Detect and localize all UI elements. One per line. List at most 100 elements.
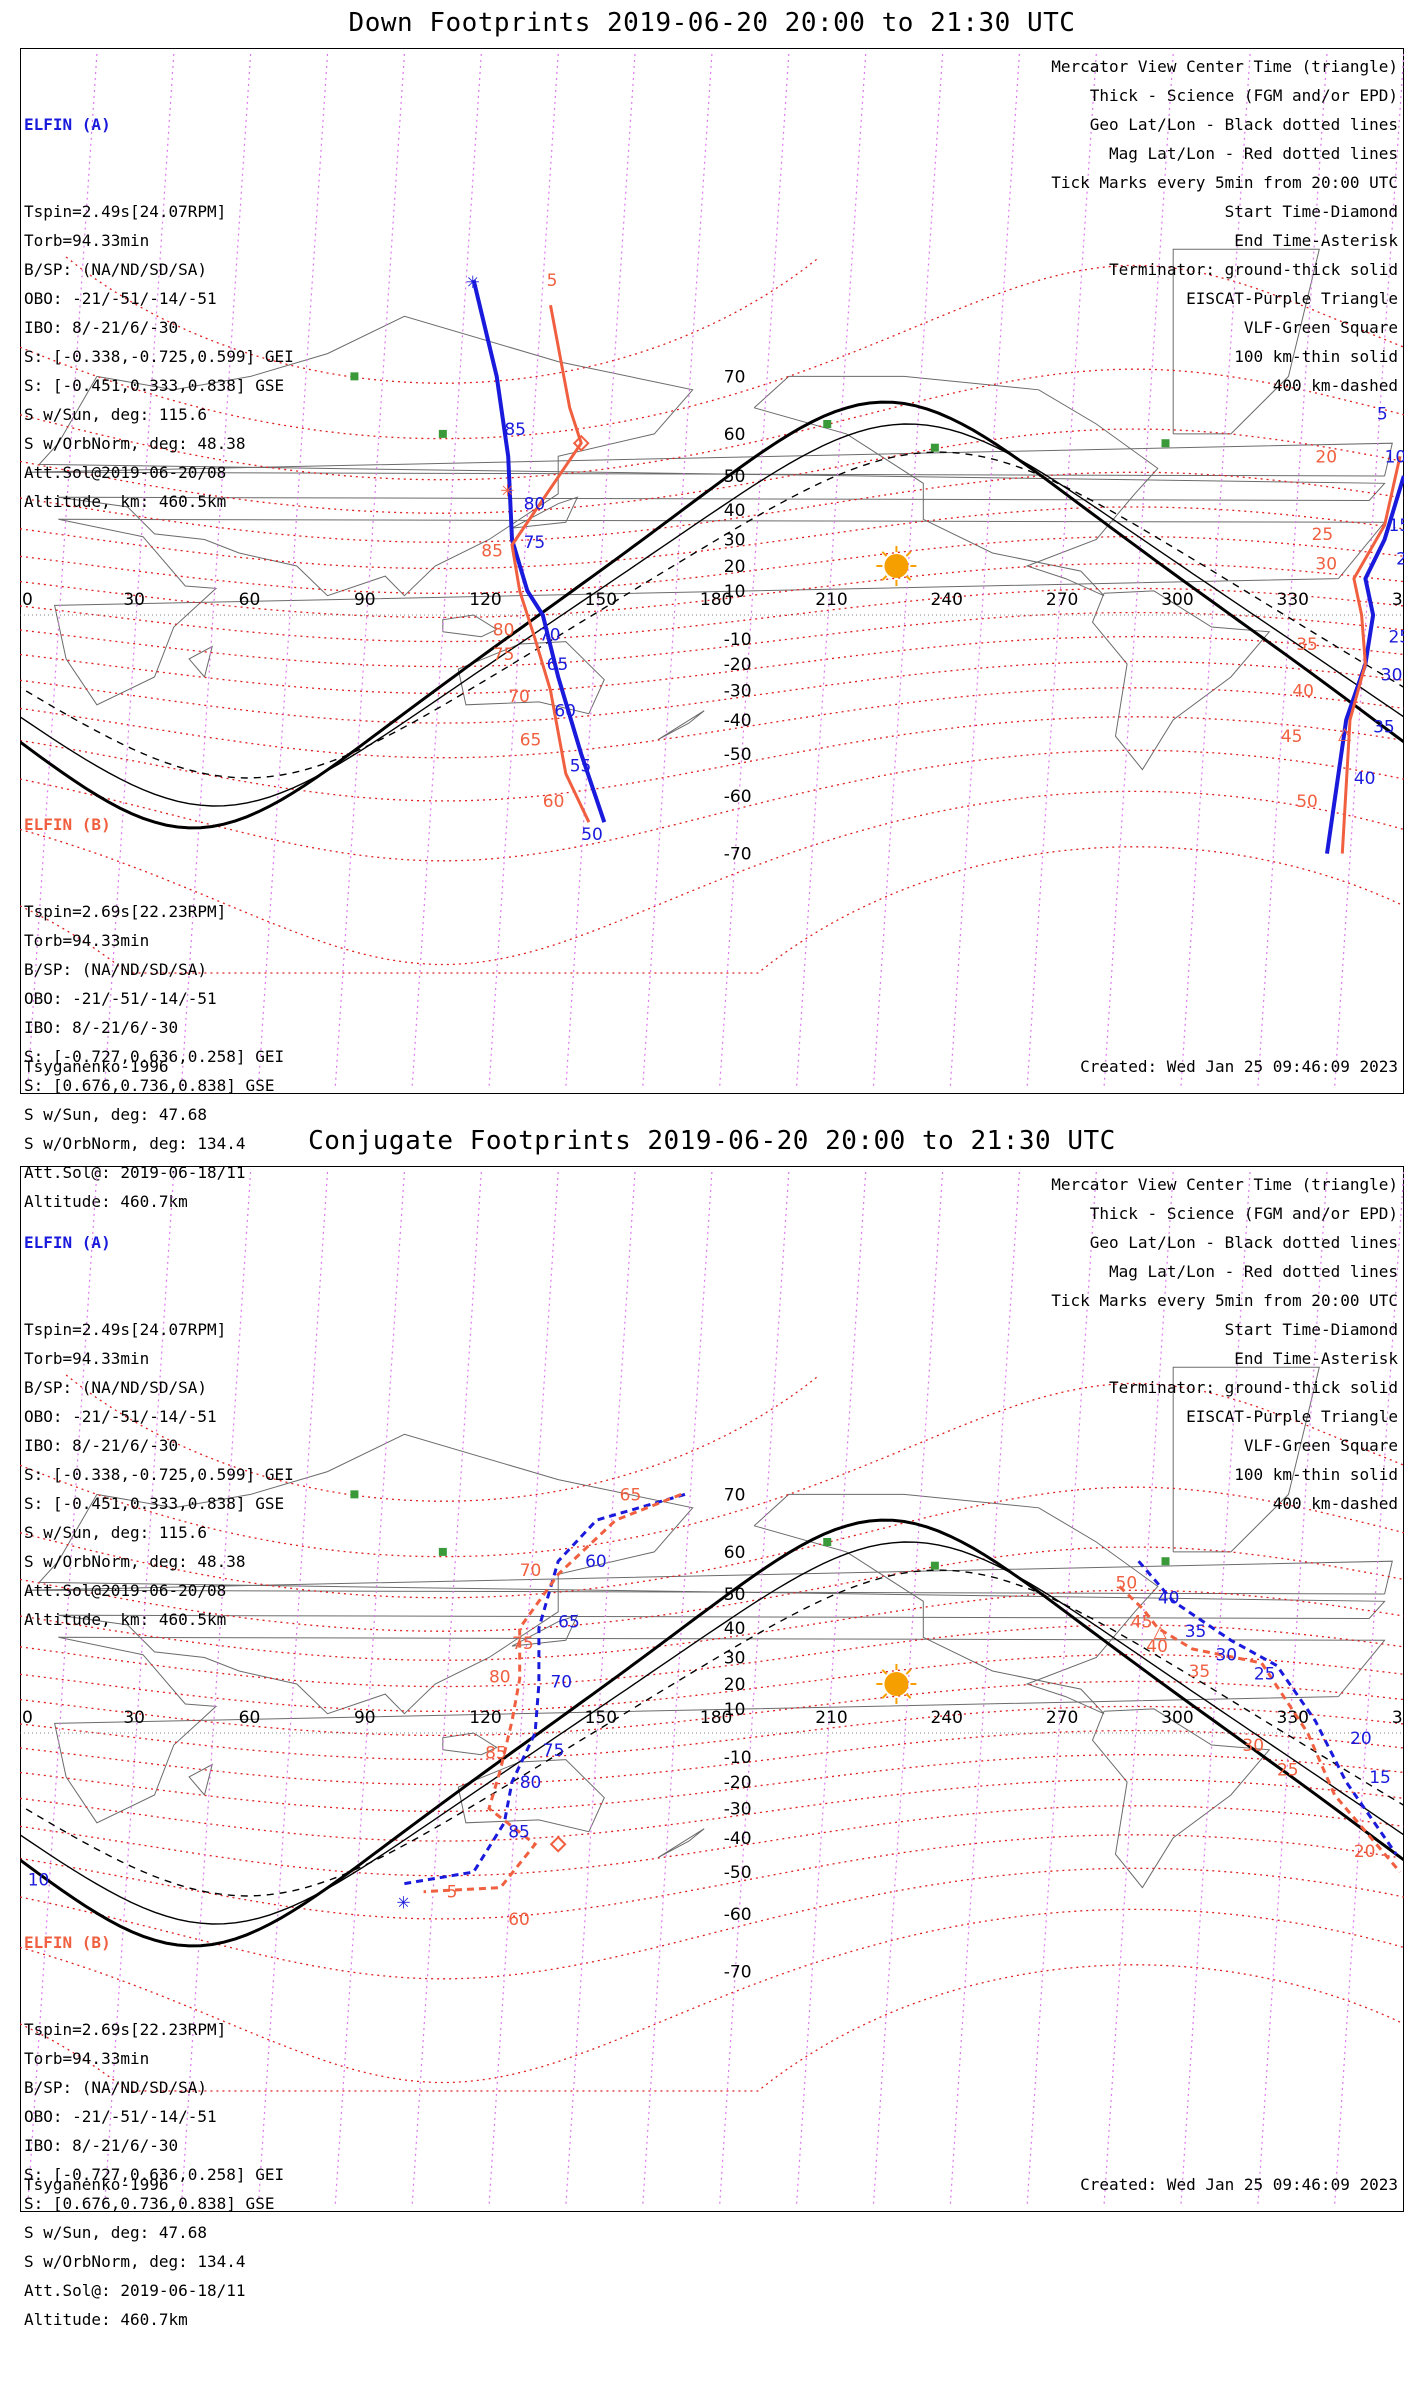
mag-lat-line (20, 636, 1404, 694)
legend-line: End Time-Asterisk (1234, 231, 1398, 250)
elfin-a-tick-label: 60 (585, 1552, 607, 1572)
lon-tick-label: 240 (931, 1708, 963, 1728)
terminator-400km (20, 451, 1404, 779)
legend-line: EISCAT-Purple Triangle (1186, 1407, 1398, 1426)
elfin-a-tick-label: 85 (508, 1823, 530, 1843)
mag-lon-line (949, 1171, 1020, 2207)
terminator-ground (20, 400, 1404, 830)
lat-tick-label: -40 (724, 711, 752, 731)
elfin-b-lines-line: S: [-0.727,0.636,0.258] GEI (24, 1047, 285, 1066)
coastline (457, 641, 605, 715)
elfin-a-lines-line: IBO: 8/-21/6/-30 (24, 1436, 179, 1455)
coastline (1172, 1366, 1320, 1553)
elfin-b-lines-line: IBO: 8/-21/6/-30 (24, 2136, 179, 2155)
coastline (511, 496, 579, 529)
mag-lon-line (411, 1171, 482, 2207)
elfin-b-tick-label: 75 (493, 645, 515, 665)
lat-tick-label: 30 (724, 1648, 746, 1668)
legend-line: End Time-Asterisk (1234, 1349, 1398, 1368)
lat-tick-label: -70 (724, 845, 752, 865)
lon-tick-label: 360 (1392, 590, 1404, 610)
legend-line: 400 km-dashed (1272, 376, 1398, 395)
elfin-a-lines-line: S: [-0.451,0.333,0.838] GSE (24, 376, 285, 395)
mag-lon-line (795, 53, 867, 1089)
elfin-b-info: ELFIN (B) Tspin=2.69s[22.23RPM] Torb=94.3… (24, 752, 284, 1274)
lat-tick-label: 20 (724, 1675, 746, 1695)
legend-line: 100 km-thin solid (1234, 347, 1398, 366)
mag-lat-line (20, 1729, 1404, 1786)
lat-tick-label: 70 (724, 1485, 746, 1505)
elfin-a-title: ELFIN (A) (24, 1233, 111, 1252)
coastline (442, 614, 498, 638)
center-triangle-icon: △ (1338, 724, 1352, 744)
legend-line: Tick Marks every 5min from 20:00 UTC (1051, 1291, 1398, 1310)
lon-tick-label: 150 (585, 1708, 617, 1728)
elfin-a-tick-label: 15 (1388, 516, 1404, 536)
elfin-b-lines-line: S: [0.676,0.736,0.838] GSE (24, 1076, 275, 1095)
lat-tick-label: -50 (724, 745, 752, 765)
elfin-b-lines-line: Att.Sol@: 2019-06-18/11 (24, 1163, 246, 1182)
mag-lon-line (795, 1171, 867, 2207)
elfin-a-tick-label: 50 (581, 825, 603, 845)
elfin-a-lines-line: Att.Sol@2019-06-20/08 (24, 463, 227, 482)
legend-line: Thick - Science (FGM and/or EPD) (1089, 1204, 1398, 1223)
lat-tick-label: -60 (724, 1905, 752, 1925)
vlf-square-icon (350, 1490, 359, 1499)
elfin-b-tick-label: 50 (1116, 1573, 1138, 1593)
elfin-a-lines-line: B/SP: (NA/ND/SD/SA) (24, 260, 208, 279)
elfin-b-lines-line: S: [0.676,0.736,0.838] GSE (24, 2194, 275, 2213)
elfin-b-lines-line: Altitude: 460.7km (24, 2310, 188, 2329)
mercator-map: 0 30 60 90 120 150 180 210 240 270 300 330 360 70 60 50… (20, 1171, 1404, 2207)
lat-tick-label: -50 (724, 1863, 752, 1883)
elfin-a-tick-label: 80 (520, 1773, 542, 1793)
mag-lon-line (872, 1171, 944, 2207)
legend-line: Mercator View Center Time (triangle) (1051, 1175, 1398, 1194)
lon-tick-label: 270 (1046, 1708, 1078, 1728)
elfin-a-info: ELFIN (A) Tspin=2.49s[24.07RPM] Torb=94.3… (24, 52, 294, 574)
map-frame (20, 48, 1404, 1094)
elfin-b-track (1340, 455, 1402, 854)
elfin-b-lines-line: S w/Sun, deg: 47.68 (24, 2223, 208, 2242)
coastline (53, 518, 1386, 706)
elfin-b-track (1118, 1585, 1402, 1873)
conjugate-footprints-panel: Conjugate Footprints 2019-06-20 20:00 to… (20, 1118, 1404, 2329)
vlf-square-icon (930, 443, 939, 452)
vlf-square-icon (823, 1538, 832, 1547)
lon-tick-label: 180 (700, 590, 732, 610)
elfin-b-lines-line: S w/OrbNorm, deg: 134.4 (24, 1134, 246, 1153)
legend-line: VLF-Green Square (1243, 1436, 1398, 1455)
elfin-a-track (1325, 475, 1404, 854)
vlf-square-icon (350, 372, 359, 381)
elfin-a-tick-label: 30 (1381, 665, 1403, 685)
sun-ray (881, 1693, 888, 1699)
mag-lat-line (20, 1754, 1404, 1812)
coastline (188, 1763, 213, 1796)
coastline (657, 1828, 705, 1859)
mag-lon-line (488, 53, 559, 1089)
mag-lat-line (20, 506, 1404, 570)
legend-line: Tick Marks every 5min from 20:00 UTC (1051, 173, 1398, 192)
end-asterisk-icon: ✳ (396, 1893, 410, 1913)
mag-lat-line (20, 687, 1404, 759)
elfin-b-tick-label: 25 (1312, 525, 1334, 545)
elfin-b-tick-label: 85 (485, 1743, 507, 1763)
legend-line: Thick - Science (FGM and/or EPD) (1089, 86, 1398, 105)
coastline (53, 1636, 1386, 1824)
legend-line: EISCAT-Purple Triangle (1186, 289, 1398, 308)
elfin-a-tick-label: 25 (1254, 1665, 1276, 1685)
elfin-a-tick-label: 65 (547, 655, 569, 675)
lon-tick-label: 60 (239, 1708, 261, 1728)
coastline (511, 1614, 579, 1647)
mag-lat-line (20, 716, 1404, 802)
lon-tick-label: 210 (815, 590, 847, 610)
elfin-b-tick-label: 70 (508, 687, 530, 707)
legend-line: Geo Lat/Lon - Black dotted lines (1089, 115, 1398, 134)
mag-lat-line (20, 1486, 1404, 1599)
elfin-b-tick-label: 30 (1242, 1736, 1264, 1756)
mag-lon-line (411, 53, 482, 1089)
elfin-a-lines-line: Torb=94.33min (24, 1349, 150, 1368)
lon-tick-label: 360 (1392, 1708, 1404, 1728)
mag-lon-line (872, 53, 944, 1089)
vlf-square-icon (930, 1561, 939, 1570)
coastline (1091, 590, 1271, 771)
